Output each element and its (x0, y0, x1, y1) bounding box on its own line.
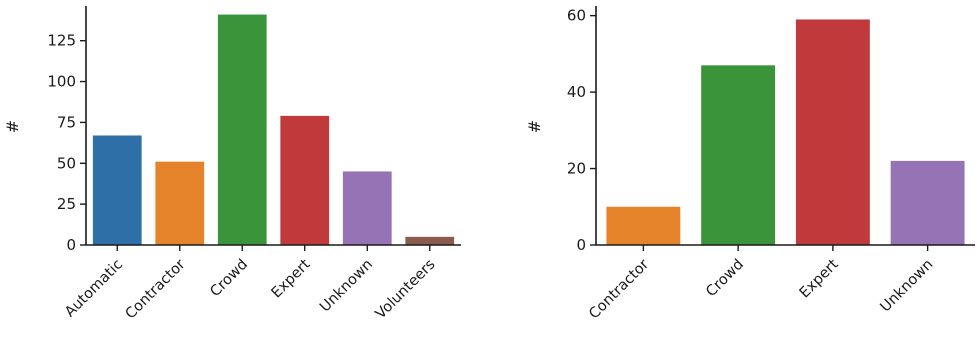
bar-expert (280, 115, 330, 245)
chart-panel-right: 0 20 40 60 Contractor Crowd Expert Unknown # (525, 6, 975, 322)
x-tick-label-unknown: Unknown (317, 257, 376, 316)
bar-unknown (342, 171, 392, 245)
y-axis-label: # (3, 120, 22, 133)
y-tick-label: 20 (567, 160, 586, 178)
bar-crowd (217, 14, 267, 246)
bar-contractor (155, 161, 205, 245)
y-tick-label: 75 (57, 113, 76, 131)
x-tick-label-automatic: Automatic (62, 257, 126, 321)
x-tick-label-expert: Expert (269, 256, 314, 301)
y-tick-label: 40 (567, 83, 586, 101)
y-axis-label: # (525, 120, 544, 133)
x-tick-label-unknown: Unknown (878, 257, 937, 316)
bar-contractor (606, 206, 681, 245)
x-tick-label-volunteers: Volunteers (373, 257, 439, 323)
x-tick-label-crowd: Crowd (207, 257, 251, 301)
y-tick-label: 100 (47, 73, 76, 91)
y-tick-label: 0 (66, 236, 76, 254)
y-tick-label: 125 (47, 32, 76, 50)
bar-crowd (701, 65, 776, 245)
bar-unknown (890, 160, 965, 245)
y-tick-label: 60 (567, 7, 586, 25)
x-tick-label-crowd: Crowd (703, 257, 747, 301)
bar-expert (795, 19, 870, 245)
bar-volunteers (405, 236, 455, 245)
bar-automatic (92, 135, 142, 245)
x-tick-label-contractor: Contractor (586, 256, 652, 322)
y-tick-label: 50 (57, 154, 76, 172)
y-tick-label: 25 (57, 195, 76, 213)
x-tick-label-contractor: Contractor (123, 256, 189, 322)
y-tick-label: 0 (576, 236, 586, 254)
x-tick-label-expert: Expert (797, 256, 842, 301)
